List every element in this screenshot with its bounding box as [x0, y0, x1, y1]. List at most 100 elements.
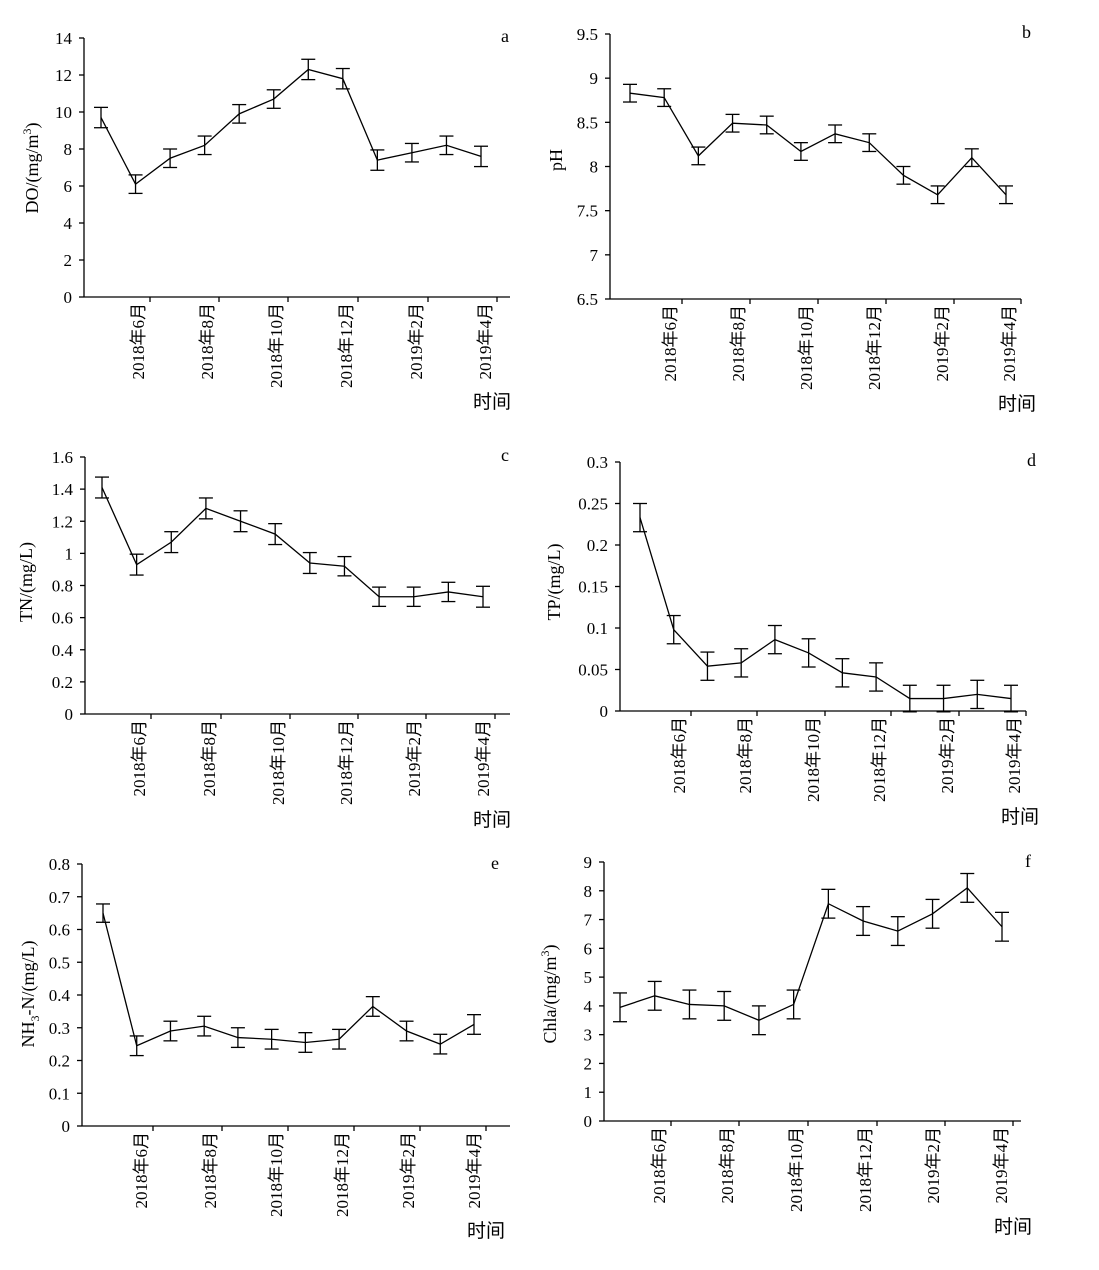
x-tick-label: 2018年12月	[337, 720, 356, 805]
y-axis-title-sup: 3	[20, 129, 34, 135]
y-tick-label: 0.6	[49, 921, 70, 940]
y-tick-label: 4	[584, 997, 593, 1016]
error-bar	[433, 1033, 448, 1055]
series-line	[629, 92, 1007, 196]
chart-panel-e: 0 0.1 0.2 0.3 0.4 0.5 0.6 0.7 0.8 2018年6月 2018年8月 2…	[18, 853, 510, 1242]
x-tick-label: 2018年6月	[661, 305, 680, 382]
y-tick-label: 1.2	[52, 512, 73, 531]
y-tick-label: 12	[55, 66, 72, 85]
x-tick-label: 2018年10月	[797, 305, 816, 390]
y-axis-title: NH3-N/(mg/L)	[18, 941, 42, 1048]
error-bar	[682, 989, 697, 1020]
series-line	[639, 517, 1012, 700]
x-tick-label: 2019年2月	[405, 720, 424, 797]
y-tick-label: 0	[62, 1117, 71, 1136]
error-bar	[869, 662, 884, 692]
y-tick-label: 14	[55, 29, 73, 48]
error-bar	[441, 581, 456, 603]
x-tick-label: 2018年6月	[130, 720, 149, 797]
error-bar	[734, 648, 749, 678]
error-bar	[657, 88, 672, 108]
error-bar	[233, 510, 248, 533]
error-bar	[129, 1035, 144, 1057]
x-tick-label: 2019年4月	[465, 1132, 484, 1209]
error-bar	[163, 1020, 178, 1042]
y-tick-label: 8.5	[577, 113, 598, 132]
x-tick-label: 2018年10月	[804, 717, 823, 802]
y-tick-label: 0.4	[49, 986, 71, 1005]
error-bar	[691, 146, 706, 166]
x-axis-title: 时间	[998, 393, 1036, 415]
error-bar	[337, 555, 352, 577]
x-tick-label: 2018年10月	[267, 303, 286, 388]
x-axis-title: 时间	[994, 1216, 1032, 1238]
x-axis-title: 时间	[473, 809, 511, 831]
error-bar	[717, 990, 732, 1021]
y-tick-label: 0.7	[49, 888, 71, 907]
y-tick-label: 6.5	[577, 290, 598, 309]
error-bar	[301, 58, 316, 81]
y-tick-label: 9	[590, 69, 599, 88]
y-tick-label: 8	[64, 140, 73, 159]
y-tick-label: 9.5	[577, 25, 598, 44]
y-tick-label: 0	[584, 1112, 593, 1131]
x-tick-label: 2018年8月	[198, 303, 217, 380]
series-line	[102, 912, 475, 1047]
error-bar	[266, 89, 281, 109]
error-bar	[902, 684, 917, 713]
error-bar	[896, 165, 911, 185]
error-bar	[128, 174, 143, 195]
error-bar	[995, 911, 1009, 942]
x-tick-label: 2018年12月	[870, 717, 889, 802]
x-tick-label: 2018年12月	[856, 1127, 875, 1212]
error-bar	[198, 497, 213, 520]
y-tick-label: 0.4	[52, 641, 74, 660]
error-bar	[767, 624, 782, 655]
panel-letter: a	[501, 26, 509, 46]
error-bar	[633, 502, 647, 533]
error-bar	[95, 476, 109, 499]
error-bar	[163, 148, 178, 169]
error-bar	[759, 115, 774, 135]
x-tick-label: 2018年8月	[200, 720, 219, 797]
error-bar	[821, 888, 836, 919]
y-tick-label: 0.3	[587, 453, 608, 472]
x-tick-label: 2018年12月	[337, 303, 356, 388]
error-bar	[197, 1015, 212, 1037]
error-bar	[164, 531, 179, 554]
y-axis-title-tail: )	[540, 945, 561, 951]
x-tick-label: 2018年12月	[865, 305, 884, 390]
error-bar	[129, 553, 144, 576]
x-axis-title: 时间	[473, 391, 511, 413]
y-tick-label: 1	[65, 544, 74, 563]
x-axis-title: 时间	[467, 1220, 505, 1242]
y-tick-label: 3	[584, 1026, 593, 1045]
chart-panel-f: 0 1 2 3 4 5 6 7 8 9 2018年6月 2018年8月 2018年10月 2018年12月…	[538, 851, 1032, 1238]
y-axis-title-base: DO/(mg/m	[22, 135, 43, 214]
x-tick-label: 2019年4月	[1000, 305, 1019, 382]
error-bar	[365, 995, 380, 1017]
x-tick-label: 2018年10月	[787, 1127, 806, 1212]
chart-panel-c: 0 0.2 0.4 0.6 0.8 1 1.2 1.4 1.6 2018年6月 2018年8月 201…	[16, 445, 511, 831]
y-axis-title-pre: NH	[18, 1021, 38, 1047]
error-bar	[786, 989, 801, 1020]
y-tick-label: 0	[65, 705, 74, 724]
y-tick-label: 1.4	[52, 480, 74, 499]
y-axis-title-base: Chla/(mg/m	[540, 957, 561, 1044]
series-line	[101, 487, 484, 598]
y-tick-label: 0.1	[49, 1084, 70, 1103]
x-tick-label: 2018年8月	[201, 1132, 220, 1209]
y-tick-label: 2	[64, 251, 73, 270]
y-axis-title-tail: )	[22, 123, 43, 129]
y-tick-label: 7	[584, 911, 593, 930]
error-bar	[264, 1028, 279, 1050]
y-axis-title: Chla/(mg/m3)	[538, 945, 561, 1044]
y-tick-label: 0.25	[578, 495, 608, 514]
chart-panel-a: 0 2 4 6 8 10 12 14 2018年6月 2018年8月 2018年10月 2018年12…	[20, 26, 511, 413]
error-bar	[474, 145, 488, 168]
x-tick-label: 2018年12月	[333, 1132, 352, 1217]
error-bar	[404, 142, 419, 163]
y-axis-title: DO/(mg/m3)	[20, 123, 43, 214]
x-tick-label: 2018年8月	[729, 305, 748, 382]
x-tick-label: 2018年10月	[269, 720, 288, 805]
